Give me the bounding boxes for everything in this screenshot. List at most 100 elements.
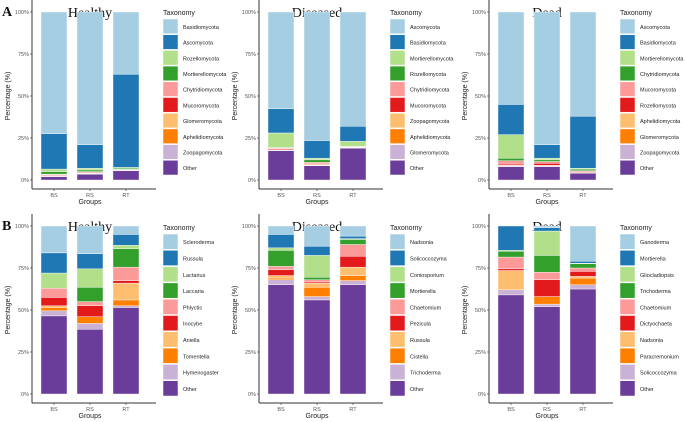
legend-swatch <box>619 97 636 113</box>
bar-segment-bs-other <box>497 166 525 181</box>
y-tick-label: 75% <box>245 266 256 272</box>
bar-segment-bs-cistella <box>267 277 295 280</box>
legend-item: Basidiomycota <box>410 41 447 47</box>
legend-item: Paracremonium <box>640 354 679 360</box>
y-tick-label: 0% <box>248 392 256 398</box>
x-axis-label: Groups <box>536 413 559 420</box>
bar-segment-rt-phlyctis <box>112 266 140 281</box>
legend-item: Mortierella <box>410 289 437 295</box>
bar-segment-bs-russula <box>40 252 68 274</box>
bar-segment-bs-phlyctis <box>40 287 68 298</box>
bar-segment-rt-tomentella <box>112 299 140 307</box>
legend-item: Gliocladiopsis <box>640 273 674 279</box>
x-tick-label: BS <box>277 407 285 413</box>
bar-segment-bs-ascomycota <box>40 133 68 170</box>
y-tick-label: 25% <box>475 350 486 356</box>
legend-item: Hymenogaster <box>183 371 219 377</box>
legend-item: Phlyctis <box>183 305 202 311</box>
legend-item: Tomentella <box>183 354 211 360</box>
bar-segment-rt-trichoderma <box>569 263 597 269</box>
x-axis-label: Groups <box>79 413 102 420</box>
bar-segment-bs-chaetomium <box>267 266 295 270</box>
x-tick-label: RT <box>349 407 357 413</box>
legend-swatch <box>162 282 179 299</box>
bar-segment-rs-basidiomycota <box>76 11 104 145</box>
bar-segment-rs-rozellomycota <box>76 168 104 171</box>
bar-segment-rt-trichoderma <box>339 280 367 286</box>
y-tick-label: 100% <box>242 10 256 16</box>
legend-swatch <box>619 380 636 397</box>
x-tick-label: RS <box>543 407 551 413</box>
legend-swatch <box>389 81 406 97</box>
bar-segment-bs-other <box>267 150 295 181</box>
legend-item: Scleroderma <box>183 240 215 246</box>
legend-item: Glomeromycota <box>640 135 680 141</box>
legend-item: Laccaria <box>183 289 205 295</box>
bar-segment-rt-solicoccozyma <box>339 235 367 239</box>
legend-swatch <box>389 266 406 283</box>
legend-swatch <box>619 50 636 66</box>
bar-segment-rt-chaetomium <box>569 267 597 272</box>
legend-item: Dictyochaeta <box>640 322 673 328</box>
legend-item: Aphelidiomycota <box>640 119 681 125</box>
y-tick-label: 100% <box>15 10 29 16</box>
legend-item: Chytridiomycota <box>640 72 680 78</box>
y-tick-label: 50% <box>475 308 486 314</box>
legend-swatch <box>162 160 179 176</box>
bar-segment-rs-rozellomycota <box>533 162 561 166</box>
bar-segment-rt-basidiomycota <box>569 115 597 169</box>
y-tick-label: 0% <box>478 178 486 184</box>
legend-swatch <box>619 144 636 160</box>
legend-swatch <box>619 233 636 250</box>
bar-segment-rs-basidiomycota <box>533 144 561 159</box>
panel-label: A <box>2 5 13 20</box>
legend-item: Mucoromycota <box>183 103 220 109</box>
legend-swatch <box>162 331 179 348</box>
y-axis-label: Percentage (%) <box>5 72 12 121</box>
chart-panel-6: Dead0%25%50%75%100%Percentage (%)GroupsB… <box>462 214 679 420</box>
bar-segment-rs-chaetomium <box>533 272 561 280</box>
bar-segment-rs-ascomycota <box>76 144 104 169</box>
bar-segment-rs-russula <box>303 282 331 288</box>
bar-segment-bs-mortierellomycota <box>40 171 68 175</box>
bar-segment-rt-other <box>569 173 597 181</box>
x-tick-label: BS <box>507 193 515 199</box>
bar-segment-rs-mortierellomycota <box>76 169 104 172</box>
y-tick-label: 75% <box>475 266 486 272</box>
bar-segment-rs-other <box>303 165 331 181</box>
legend-item: Other <box>410 387 424 393</box>
bar-segment-rt-nadsonia <box>339 225 367 237</box>
bar-segment-rt-ascomycota <box>569 11 597 117</box>
legend-item: Mortierellomycota <box>410 56 454 62</box>
bar-segment-rs-cistella <box>303 287 331 297</box>
y-tick-label: 75% <box>245 52 256 58</box>
legend-item: Mortierella <box>640 256 667 262</box>
bar-segment-rs-hymenogaster <box>76 323 104 330</box>
y-tick-label: 75% <box>18 52 29 58</box>
legend-item: Aniella <box>183 338 200 344</box>
legend-swatch <box>162 50 179 66</box>
bar-segment-bs-mortierellomycota <box>267 132 295 148</box>
bar-segment-rs-mortierella <box>533 227 561 232</box>
y-tick-label: 25% <box>18 350 29 356</box>
legend-item: Zoopagomycota <box>183 150 223 156</box>
legend-item: Ascomycota <box>410 25 441 31</box>
bar-segment-bs-other <box>267 284 295 395</box>
bar-segment-bs-basidiomycota <box>40 11 68 135</box>
bar-segment-rt-solicoccozyma <box>569 284 597 290</box>
y-axis-label: Percentage (%) <box>462 286 469 335</box>
legend-swatch <box>389 144 406 160</box>
y-tick-label: 50% <box>18 94 29 100</box>
y-tick-label: 50% <box>475 94 486 100</box>
bar-segment-bs-scleroderma <box>40 225 68 254</box>
bar-segment-rt-basidiomycota <box>339 126 367 142</box>
bar-segment-bs-rozellomycota <box>40 168 68 172</box>
bar-segment-bs-hymenogaster <box>40 310 68 317</box>
bar-segment-rs-chytridiomycota <box>533 159 561 162</box>
bar-segment-rs-other <box>76 329 104 395</box>
legend-item: Rozellomycota <box>640 103 677 109</box>
legend-swatch <box>389 233 406 250</box>
bar-segment-rs-chaetomium <box>303 279 331 283</box>
y-tick-label: 75% <box>475 52 486 58</box>
bar-segment-rs-other <box>533 306 561 395</box>
